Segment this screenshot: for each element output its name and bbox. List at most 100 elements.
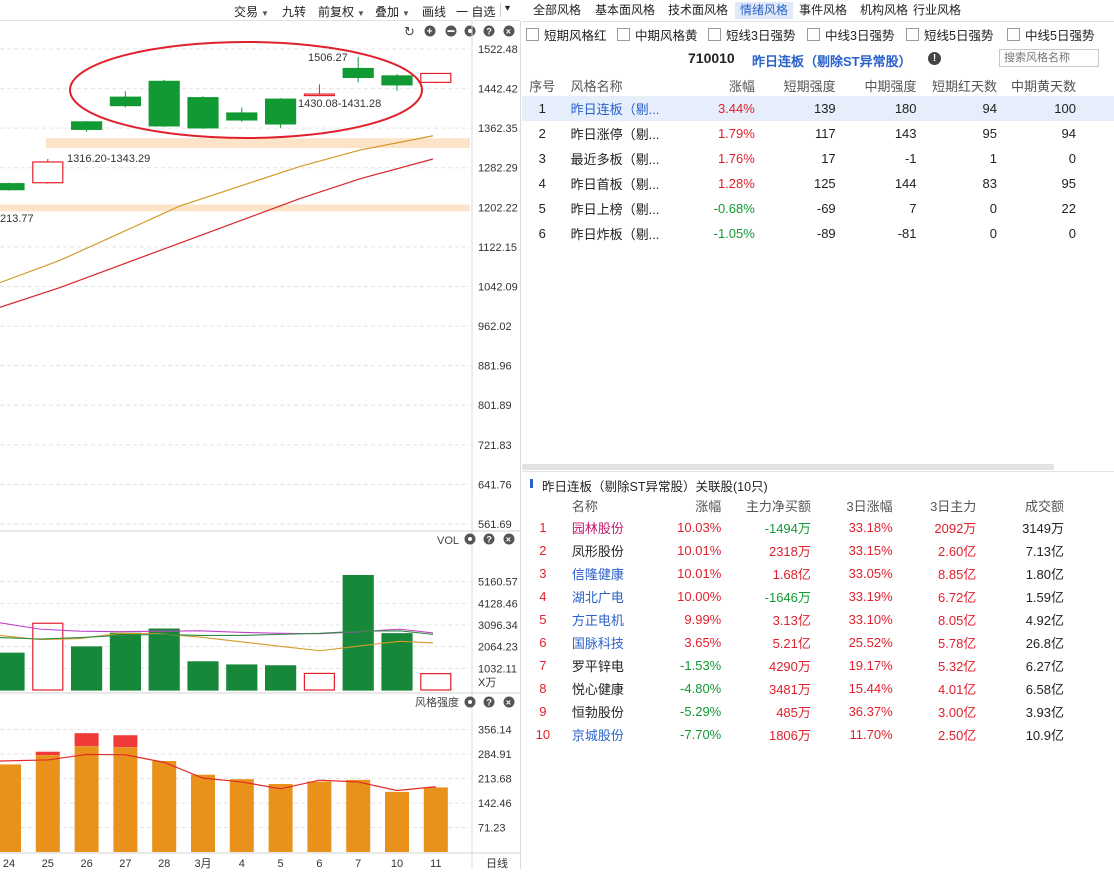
tab-3[interactable]: 情绪风格 [735,2,794,19]
candle-body[interactable] [109,96,142,107]
style-row[interactable]: 4 昨日首板（剔... 1.28% 125 144 83 95 [522,171,1114,196]
cell-name[interactable]: 信隆健康 [571,567,624,582]
col-style-name[interactable]: 风格名称 [570,78,623,94]
nine-turn-button[interactable]: 九转 [282,5,307,19]
adjust-menu[interactable]: 前复权 ▼ [318,5,365,19]
cell-name[interactable]: 方正电机 [571,613,624,628]
candle-body[interactable] [148,80,180,127]
candle-body[interactable] [303,93,335,97]
horizontal-scrollbar[interactable] [522,464,1054,470]
candle-body[interactable] [70,121,103,130]
checkbox[interactable] [807,28,820,41]
cell-idx: 3 [538,151,546,166]
cell-name[interactable]: 恒勃股份 [571,705,624,720]
checkbox[interactable] [906,28,919,41]
style-help-icon[interactable] [483,696,495,708]
filter-1[interactable]: 中期风格黄 [617,25,698,44]
checkbox[interactable] [1007,28,1020,41]
cell-name[interactable]: 悦心健康 [571,682,624,697]
cell-amt: 6.58亿 [1025,682,1064,697]
related-row[interactable]: 2 凤形股份 10.01% 2318万 33.15% 2.60亿 7.13亿 [522,539,1114,562]
related-row[interactable]: 7 罗平锌电 -1.53% 4290万 19.17% 5.32亿 6.27亿 [522,654,1114,677]
overlay-menu[interactable]: 叠加 ▼ [375,5,410,19]
cell-name[interactable]: 凤形股份 [571,544,624,559]
draw-line-button[interactable]: 画线 [422,5,447,19]
filter-4[interactable]: 短线5日强势 [906,25,993,44]
candle-body[interactable] [265,98,297,125]
col-change[interactable]: 涨幅 [728,78,755,94]
collapse-icon[interactable]: ▾ [505,3,511,14]
related-row[interactable]: 6 国脉科技 3.65% 5.21亿 25.52% 5.78亿 26.8亿 [522,631,1114,654]
svg-text:?: ? [486,27,492,37]
filter-2[interactable]: 短线3日强势 [708,25,795,44]
style-row[interactable]: 1 昨日连板（剔... 3.44% 139 180 94 100 [522,96,1114,121]
style-title[interactable]: 昨日连板（剔除ST异常股） [752,54,912,69]
col-stock-name[interactable]: 名称 [571,498,598,514]
tab-2[interactable]: 技术面风格 [668,3,729,17]
filter-0[interactable]: 短期风格红 [526,25,607,44]
cell-name[interactable]: 园林股份 [571,521,624,536]
col-index[interactable]: 序号 [529,78,556,94]
related-row[interactable]: 1 园林股份 10.03% -1494万 33.18% 2092万 3149万 [522,516,1114,539]
candle-body[interactable] [381,75,413,86]
checkbox[interactable] [708,28,721,41]
candle-body[interactable] [32,161,64,184]
candle-body[interactable] [342,67,374,79]
related-row[interactable]: 4 湖北广电 10.00% -1646万 33.19% 6.72亿 1.59亿 [522,585,1114,608]
col-3d-main[interactable]: 3日主力 [930,498,977,514]
kline-chart[interactable]: ↻ + ? × 1522.48 1442.42 1362.35 1282.29 1202… [0,21,520,870]
vol-help-icon[interactable] [483,533,495,545]
zoom-in-icon[interactable] [424,25,436,37]
add-watchlist-button[interactable]: 一 自选 [456,5,496,19]
tab-4[interactable]: 事件风格 [799,3,848,17]
filter-3[interactable]: 中线3日强势 [807,25,894,44]
style-row[interactable]: 2 昨日涨停（剔... 1.79% 117 143 95 94 [522,121,1114,146]
related-row[interactable]: 5 方正电机 9.99% 3.13亿 33.10% 8.05亿 4.92亿 [522,608,1114,631]
tab-5[interactable]: 机构风格 [860,3,909,17]
col-short-red-days[interactable]: 短期红天数 [931,78,997,94]
refresh-icon[interactable]: ↻ [404,24,415,39]
filter-5[interactable]: 中线5日强势 [1007,25,1094,44]
related-row[interactable]: 9 恒勃股份 -5.29% 485万 36.37% 3.00亿 3.93亿 [522,700,1114,723]
trade-menu[interactable]: 交易 ▼ [234,5,269,19]
candle-body[interactable] [0,183,25,191]
period-label[interactable]: 日线 [486,856,508,870]
checkbox[interactable] [526,28,539,41]
candle-body[interactable] [420,72,452,83]
style-search-input[interactable] [999,49,1099,67]
volume-bar [187,661,219,691]
cell-m3: 2.50亿 [938,728,977,743]
candle-body[interactable] [226,112,258,121]
cell-chg: -1.05% [713,226,755,241]
style-row[interactable]: 5 昨日上榜（剔... -0.68% -69 7 0 22 [522,196,1114,221]
help-icon[interactable] [483,25,495,37]
cell-name[interactable]: 罗平锌电 [571,659,624,674]
col-short-strength[interactable]: 短期强度 [783,78,836,94]
col-net-buy[interactable]: 主力净买额 [745,498,811,514]
tab-0[interactable]: 全部风格 [533,3,582,17]
cell-name[interactable]: 京城股份 [571,728,624,743]
vol-unit: X万 [478,677,496,689]
related-row[interactable]: 8 悦心健康 -4.80% 3481万 15.44% 4.01亿 6.58亿 [522,677,1114,700]
col-3d-change[interactable]: 3日涨幅 [846,498,893,514]
vol-close-icon[interactable] [503,533,515,545]
checkbox[interactable] [617,28,630,41]
candle-body[interactable] [187,97,219,129]
info-icon[interactable]: ! [928,52,941,65]
col-mid-yellow-days[interactable]: 中期黄天数 [1010,78,1076,94]
col-turnover[interactable]: 成交额 [1024,498,1064,514]
style-close-icon[interactable] [503,696,515,708]
col-mid-strength[interactable]: 中期强度 [864,78,917,94]
style-row[interactable]: 3 最近多板（剔... 1.76% 17 -1 1 0 [522,146,1114,171]
related-row[interactable]: 3 信隆健康 10.01% 1.68亿 33.05% 8.85亿 1.80亿 [522,562,1114,585]
related-row[interactable]: 10 京城股份 -7.70% 1806万 11.70% 2.50亿 10.9亿 [522,723,1114,746]
style-row[interactable]: 6 昨日炸板（剔... -1.05% -89 -81 0 0 [522,221,1114,246]
col-stock-change[interactable]: 涨幅 [695,498,722,514]
annotation-high: 1506.27 [308,52,348,64]
close-icon[interactable] [503,25,515,37]
cell-name[interactable]: 国脉科技 [571,636,624,651]
cell-m: -81 [897,226,917,241]
tab-1[interactable]: 基本面风格 [595,3,656,17]
cell-name[interactable]: 湖北广电 [571,590,624,605]
tab-6[interactable]: 行业风格 [913,3,962,17]
